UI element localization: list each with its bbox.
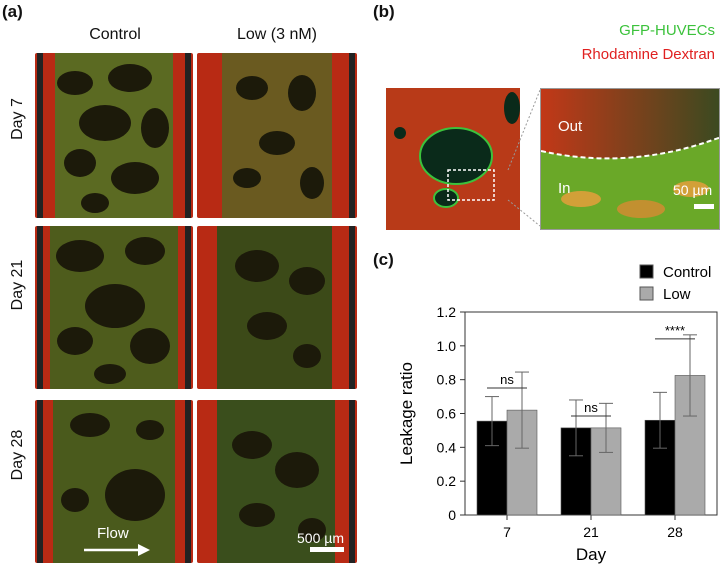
legend-label-low: Low	[663, 286, 691, 303]
micrograph-control-day21	[35, 226, 193, 389]
column-header-control: Control	[89, 26, 141, 43]
panel-b-label: (b)	[373, 2, 395, 21]
micrograph-overview	[386, 88, 520, 230]
legend-label-control: Control	[663, 264, 711, 281]
micrograph-low-day7	[197, 53, 357, 218]
row-header-day21: Day 21	[9, 259, 26, 311]
y-tick-label: 1.0	[437, 338, 457, 354]
y-tick-label: 1.2	[437, 304, 457, 320]
y-tick-label: 0.4	[437, 439, 457, 455]
x-tick-label: 21	[583, 524, 599, 540]
micrograph-low-day28	[197, 400, 357, 563]
significance-label: ns	[584, 400, 598, 415]
micrograph-control-day7	[35, 53, 193, 218]
out-label: Out	[558, 118, 583, 135]
zoom-connector-lines	[507, 89, 541, 227]
x-tick-label: 7	[503, 524, 511, 540]
scale-bar-label-b: 50 µm	[673, 182, 713, 198]
y-tick-label: 0.2	[437, 473, 457, 489]
y-axis-label: Leakage ratio	[397, 362, 416, 465]
panel-a-label: (a)	[2, 2, 23, 21]
micrograph-low-day21	[197, 226, 357, 389]
in-label: In	[558, 180, 571, 197]
leakage-ratio-chart: Control Low 0 0.2 0.4 0.6 0.8 1.0 1.2 7 ns 21 ns 28…	[397, 264, 718, 564]
scale-bar-label-a: 500 µm	[297, 530, 344, 546]
micrograph-control-day28	[35, 400, 193, 563]
micrograph-zoom	[540, 88, 720, 230]
flow-label: Flow	[97, 525, 129, 542]
legend-swatch-control	[639, 264, 654, 279]
y-tick-label: 0	[448, 507, 456, 523]
column-header-low: Low (3 nM)	[236, 26, 318, 43]
y-tick-label: 0.8	[437, 372, 457, 388]
significance-label: ****	[665, 323, 685, 338]
scale-bar-b	[694, 204, 714, 209]
panel-c-label: (c)	[373, 250, 394, 269]
x-axis-label: Day	[576, 545, 607, 564]
legend-swatch-low	[639, 286, 654, 301]
legend-rhodamine-dextran: Rhodamine Dextran	[581, 46, 715, 63]
legend-gfp-huvecs: GFP-HUVECs	[619, 22, 715, 39]
flow-arrow-icon	[84, 544, 150, 556]
row-header-day7: Day 7	[9, 98, 26, 140]
significance-label: ns	[500, 372, 514, 387]
row-header-day28: Day 28	[9, 429, 26, 481]
scale-bar-a	[310, 547, 344, 552]
y-tick-label: 0.6	[437, 406, 457, 422]
x-tick-label: 28	[667, 524, 683, 540]
